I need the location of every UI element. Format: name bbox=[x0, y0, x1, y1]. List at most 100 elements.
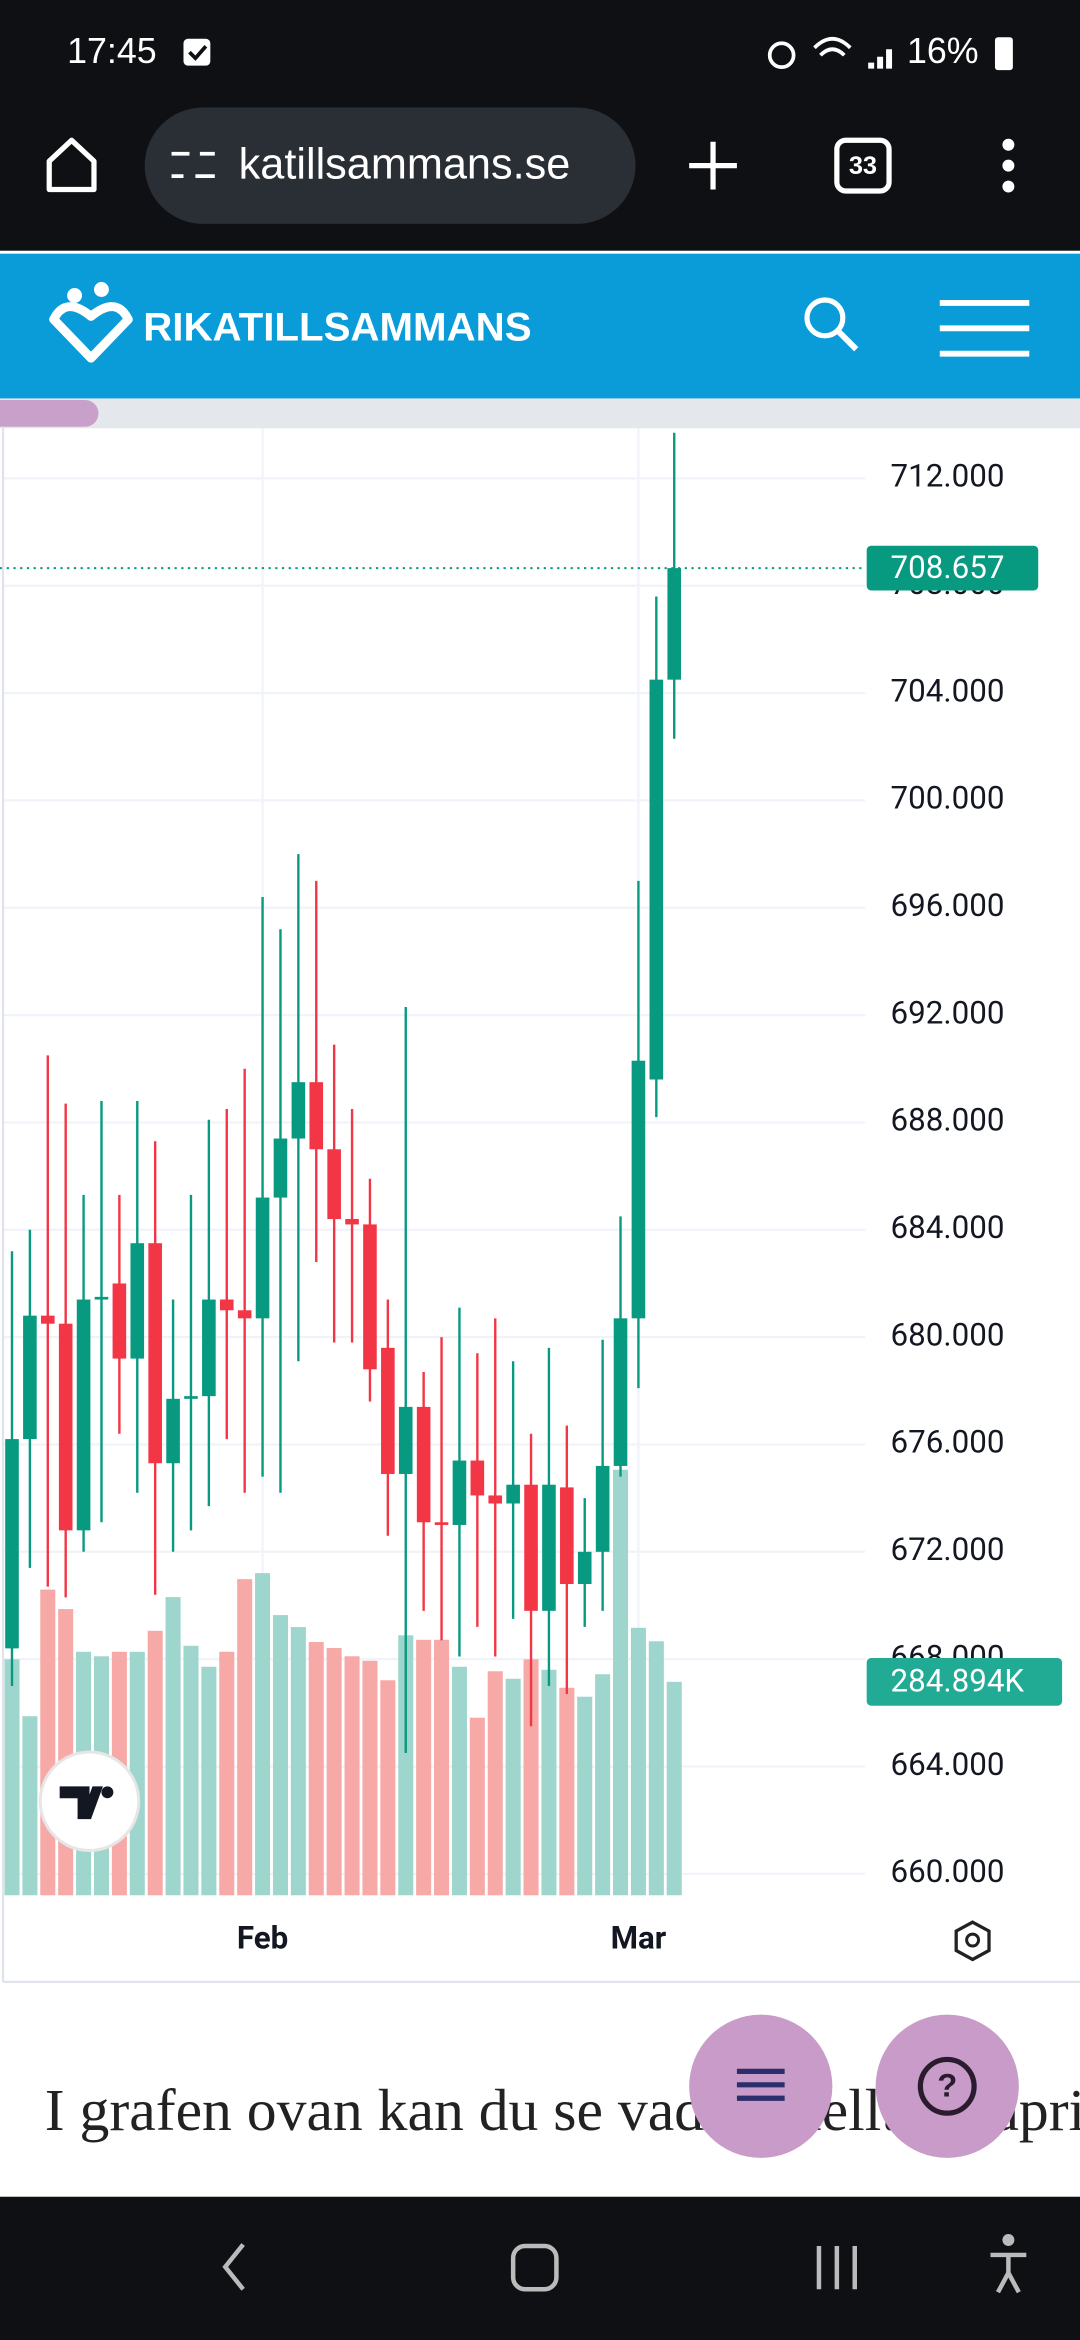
volume-bar bbox=[630, 1627, 646, 1896]
candle-body bbox=[506, 1484, 520, 1504]
x-tick-label: Mar bbox=[611, 1919, 667, 1956]
volume-bar bbox=[541, 1669, 557, 1896]
volume-bar bbox=[183, 1645, 199, 1896]
volume-bar bbox=[201, 1666, 217, 1896]
y-tick-label: 700.000 bbox=[891, 780, 1005, 817]
candle-body bbox=[381, 1347, 395, 1474]
candle-body bbox=[23, 1315, 37, 1440]
y-tick-label: 712.000 bbox=[891, 458, 1005, 495]
volume-bar bbox=[255, 1573, 271, 1896]
candle-body bbox=[184, 1396, 198, 1399]
nav-bar bbox=[0, 2196, 1080, 2340]
volume-bar bbox=[272, 1615, 288, 1896]
home-button[interactable] bbox=[46, 137, 97, 193]
url-bar[interactable] bbox=[144, 107, 636, 224]
new-tab-button[interactable] bbox=[689, 141, 737, 190]
url-text: katillsammans.se bbox=[239, 141, 571, 189]
back-button[interactable] bbox=[222, 2243, 245, 2291]
candle-body bbox=[398, 1406, 413, 1474]
candle-body bbox=[577, 1551, 592, 1584]
volume-bar bbox=[380, 1680, 396, 1896]
candle-body bbox=[363, 1224, 377, 1370]
y-tick-label: 676.000 bbox=[891, 1424, 1005, 1461]
logo-text[interactable]: RIKATILLSAMMANS bbox=[143, 304, 531, 349]
volume-bar bbox=[577, 1696, 593, 1896]
battery-text: 16% bbox=[907, 31, 979, 71]
candle-body bbox=[667, 568, 682, 680]
logo-dot bbox=[93, 282, 109, 297]
candle-body bbox=[166, 1398, 180, 1464]
help-glyph: ? bbox=[937, 2066, 957, 2103]
chart-settings-dot bbox=[965, 1932, 981, 1948]
recents-button[interactable] bbox=[816, 2245, 857, 2290]
volume-bar bbox=[219, 1651, 235, 1896]
site-settings-icon[interactable] bbox=[171, 151, 215, 178]
volume-bar bbox=[595, 1674, 611, 1896]
y-tick-label: 664.000 bbox=[891, 1746, 1005, 1783]
toc-icon bbox=[736, 2068, 785, 2101]
clock: 17:45 bbox=[67, 31, 157, 71]
candle-body bbox=[76, 1299, 91, 1531]
volume-bar bbox=[505, 1678, 521, 1896]
battery-icon bbox=[994, 37, 1013, 71]
progress-track bbox=[0, 398, 1080, 429]
volume-bar bbox=[4, 1659, 20, 1896]
last-price-tag bbox=[866, 545, 1039, 591]
menu-dot[interactable] bbox=[1002, 159, 1015, 172]
chart-settings[interactable] bbox=[954, 1920, 991, 1962]
volume-bar bbox=[362, 1660, 378, 1896]
volume-bar bbox=[523, 1659, 539, 1896]
candle-body bbox=[148, 1243, 162, 1464]
candle-body bbox=[470, 1460, 485, 1496]
menu-dot[interactable] bbox=[1002, 180, 1015, 193]
check bbox=[188, 45, 208, 61]
help-icon bbox=[917, 2056, 977, 2116]
candle-body bbox=[40, 1315, 55, 1324]
accessibility-figure bbox=[990, 2252, 1027, 2294]
volume-bar bbox=[22, 1716, 38, 1896]
logo-dot bbox=[67, 288, 83, 303]
price-axis: 660.000664.000668.000672.000676.000680.0… bbox=[0, 458, 1063, 1956]
menu-dot[interactable] bbox=[1002, 138, 1015, 151]
volume-bar bbox=[613, 1469, 629, 1896]
volume-bar bbox=[129, 1651, 145, 1896]
candle-body bbox=[542, 1484, 556, 1611]
volume-bar bbox=[469, 1717, 485, 1896]
help-button[interactable] bbox=[875, 2014, 1019, 2158]
logo-mark[interactable] bbox=[49, 302, 133, 363]
candles bbox=[5, 432, 682, 1754]
candle-body bbox=[488, 1495, 503, 1504]
candle-body bbox=[309, 1082, 324, 1150]
volume-bar bbox=[308, 1642, 324, 1896]
volume-bar bbox=[416, 1639, 432, 1896]
candle-body bbox=[345, 1219, 359, 1225]
volume-bar bbox=[666, 1681, 682, 1896]
candle-body bbox=[613, 1318, 628, 1466]
last-price-label: 708.657 bbox=[891, 549, 1005, 586]
volume-bar bbox=[165, 1597, 181, 1896]
candle-body bbox=[649, 679, 664, 1080]
candle-body bbox=[434, 1522, 449, 1525]
home-nav-button[interactable] bbox=[510, 2243, 559, 2292]
wifi-icon bbox=[813, 36, 852, 57]
y-tick-label: 696.000 bbox=[891, 887, 1005, 924]
candle-body bbox=[595, 1465, 610, 1552]
accessibility-button[interactable] bbox=[1002, 2234, 1015, 2246]
hamburger-menu[interactable] bbox=[939, 299, 1030, 357]
candle-body bbox=[5, 1439, 19, 1649]
y-tick-label: 684.000 bbox=[891, 1209, 1005, 1246]
search-button[interactable] bbox=[804, 297, 846, 339]
volume-bar bbox=[58, 1609, 74, 1896]
y-tick-label: 660.000 bbox=[891, 1853, 1005, 1890]
tabs-button[interactable] bbox=[834, 137, 892, 194]
volume-bar bbox=[398, 1635, 414, 1896]
volume-bar bbox=[40, 1589, 56, 1896]
volume-bar bbox=[648, 1641, 664, 1896]
volume-bar bbox=[326, 1648, 342, 1896]
candle-body bbox=[202, 1299, 216, 1397]
candle-body bbox=[560, 1487, 574, 1584]
site-header bbox=[0, 253, 1080, 399]
signal-icon bbox=[868, 49, 893, 69]
